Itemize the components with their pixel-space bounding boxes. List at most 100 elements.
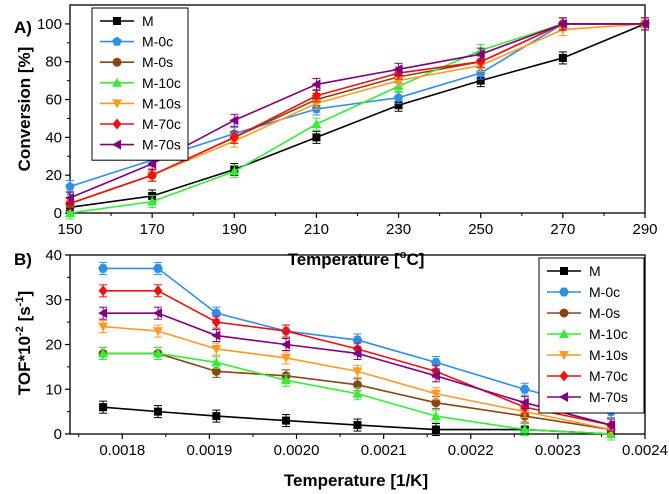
legend-label: M-10s [142, 95, 181, 111]
data-point [65, 192, 74, 203]
data-point [152, 348, 163, 358]
y-tick-label: 20 [45, 337, 62, 354]
y-tick-label: 100 [37, 16, 62, 33]
data-point [211, 308, 222, 318]
data-point [311, 119, 322, 129]
chart-a: 150 170 190 210 230 250 270 290 0 20 40 60 80 100 M M-0… [14, 4, 658, 269]
legend-marker [113, 17, 121, 25]
y-tick-label: 0 [54, 426, 62, 443]
data-point [98, 264, 109, 273]
data-point [152, 308, 162, 319]
data-point [353, 421, 362, 430]
chart-b: 0.0018 0.0019 0.0020 0.0021 0.0022 0.0023 0.00… [14, 247, 668, 490]
legend-marker [560, 267, 568, 275]
data-point [229, 166, 240, 176]
panel-label: B) [14, 250, 32, 269]
series-m-0c [98, 261, 617, 419]
series-line [103, 406, 612, 435]
x-tick-label: 230 [386, 221, 411, 238]
legend-marker [559, 370, 569, 382]
legend-marker [112, 36, 122, 46]
data-point [311, 90, 321, 102]
data-point [153, 407, 162, 416]
legend-marker [112, 77, 122, 87]
data-point [98, 308, 108, 319]
series-m-10c [98, 346, 617, 441]
x-tick-label: 0.0024 [622, 442, 668, 459]
x-tick-label: 0.0018 [99, 442, 145, 459]
series-m-70s [98, 306, 616, 432]
y-tick-label: 80 [45, 54, 62, 71]
y-tick-label: 10 [45, 381, 62, 398]
data-point [98, 322, 109, 332]
legend-marker [559, 329, 569, 338]
data-point [558, 53, 567, 62]
series-line [103, 352, 612, 435]
data-point [281, 375, 292, 385]
legend-label: M-0s [589, 305, 620, 321]
data-point [65, 208, 75, 217]
legend-label: M-70c [142, 116, 181, 132]
series-m-10s [98, 320, 617, 437]
data-point [311, 79, 321, 90]
data-point [65, 181, 75, 191]
x-axis-title: Temperature [1/K] [284, 471, 428, 490]
data-point [211, 330, 221, 341]
data-point [557, 18, 567, 29]
legend-marker [112, 99, 122, 109]
data-point [393, 92, 404, 102]
legend-marker [112, 139, 121, 150]
data-point [147, 169, 157, 181]
data-point [352, 367, 363, 377]
series-line [69, 23, 646, 209]
series-line [103, 325, 612, 431]
legend-label: M-0c [142, 34, 173, 50]
data-point [211, 344, 222, 354]
x-tick-label: 290 [632, 221, 657, 238]
legend [538, 257, 645, 414]
data-point [430, 370, 440, 381]
data-point [211, 366, 221, 376]
x-tick-label: 0.0019 [186, 442, 232, 459]
y-tick-label: 40 [45, 129, 62, 146]
data-point [281, 325, 291, 337]
data-point [431, 398, 441, 408]
data-point [519, 397, 529, 408]
data-point [152, 264, 163, 273]
data-point [229, 131, 239, 143]
data-point [98, 348, 109, 358]
y-axis-title: Conversion [%] [15, 47, 34, 172]
data-point [476, 76, 485, 85]
x-axis-title: Temperature [oC] [288, 249, 425, 269]
series-line [103, 352, 612, 431]
data-point [393, 64, 403, 75]
x-tick-label: 250 [468, 221, 493, 238]
data-point [606, 420, 616, 431]
legend-label: M-10c [142, 75, 181, 91]
x-tick-label: 0.0021 [361, 442, 407, 459]
legend-label: M-10c [589, 326, 628, 342]
data-point [229, 115, 239, 126]
y-tick-label: 60 [45, 92, 62, 109]
data-point [476, 56, 486, 68]
data-point [352, 335, 363, 345]
x-tick-label: 270 [550, 221, 575, 238]
data-point [147, 158, 157, 169]
data-point [312, 133, 321, 142]
data-point [475, 68, 486, 78]
legend-marker [112, 118, 122, 130]
y-axis-title: TOF*10-2 [s-1] [14, 291, 34, 395]
y-tick-label: 30 [45, 292, 62, 309]
data-point [99, 403, 108, 412]
data-point [352, 388, 363, 398]
legend-marker [559, 308, 569, 318]
x-tick-label: 0.0020 [274, 442, 320, 459]
data-point [430, 358, 441, 367]
data-point [640, 18, 649, 29]
legend-label: M-0c [589, 284, 620, 300]
panel-label: A) [14, 18, 32, 37]
data-point [475, 49, 485, 60]
y-tick-label: 0 [54, 205, 62, 222]
x-tick-label: 0.0022 [448, 442, 494, 459]
